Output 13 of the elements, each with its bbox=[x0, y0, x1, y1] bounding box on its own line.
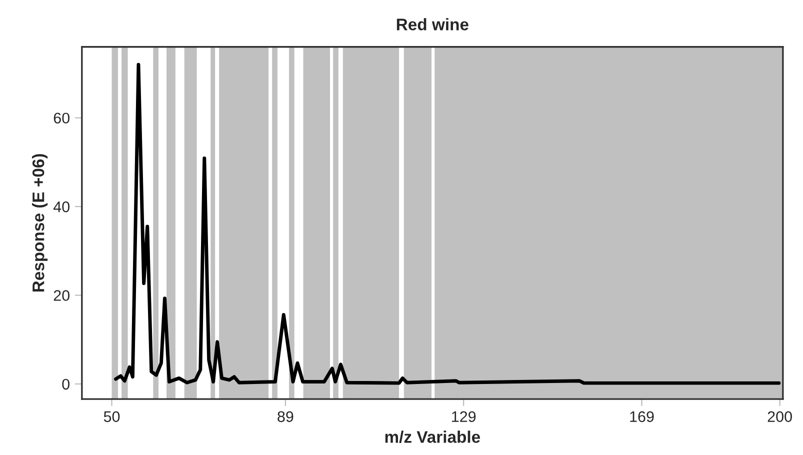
x-axis-title: m/z Variable bbox=[385, 430, 480, 444]
x-tick-label: 50 bbox=[104, 411, 120, 422]
x-tick-label: 129 bbox=[452, 411, 476, 422]
line-series bbox=[114, 62, 781, 385]
x-tick-label: 200 bbox=[768, 411, 792, 422]
y-axis-title: Response (E +06) bbox=[32, 154, 48, 292]
y-tick-label: 40 bbox=[53, 201, 70, 212]
y-tick-label: 20 bbox=[54, 290, 70, 301]
y-tick-label: 0 bbox=[62, 378, 70, 390]
y-tick-label: 60 bbox=[54, 112, 70, 124]
x-tick-label: 89 bbox=[278, 411, 294, 422]
chart-title: Red wine bbox=[396, 18, 468, 30]
x-tick-label: 169 bbox=[630, 411, 654, 422]
